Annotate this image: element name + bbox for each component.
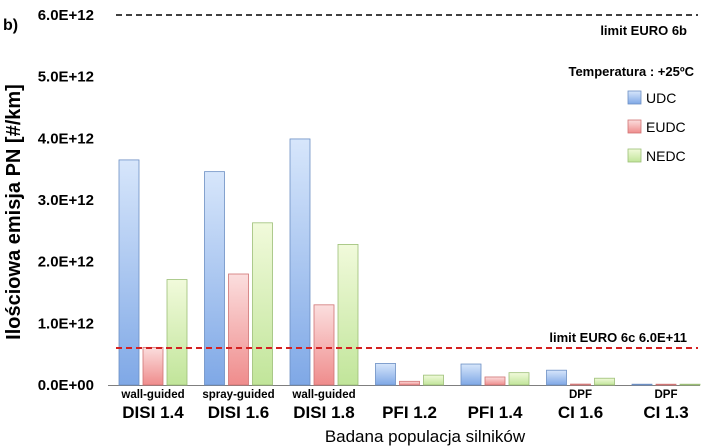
panel-label: b) xyxy=(3,17,18,34)
y-tick-label: 4.0E+12 xyxy=(38,130,94,147)
x-tick-label: PFI 1.2 xyxy=(382,403,437,422)
category-note: wall-guided xyxy=(120,389,184,401)
bar-eudc xyxy=(484,376,506,386)
bar-nedc xyxy=(166,279,188,386)
y-tick-label: 2.0E+12 xyxy=(38,254,94,271)
temperature-annotation: Temperatura : +25ºC xyxy=(568,64,694,79)
bar-nedc xyxy=(594,377,615,386)
x-tick-label: CI 1.3 xyxy=(643,403,688,422)
reference-lines xyxy=(116,14,698,349)
legend-swatch-udc xyxy=(627,90,642,105)
y-tick-label: 6.0E+12 xyxy=(38,7,94,24)
y-tick-label: 3.0E+12 xyxy=(38,192,94,209)
category-note: DPF xyxy=(655,389,678,401)
category-note: DPF xyxy=(569,389,592,401)
y-tick-label: 1.0E+12 xyxy=(38,315,94,332)
x-axis-title: Badana populacja silników xyxy=(325,427,526,446)
bar-nedc xyxy=(508,372,530,386)
y-axis-title: Ilościowa emisja PN [#/km] xyxy=(3,84,25,340)
bar-nedc xyxy=(337,243,359,386)
bar-eudc xyxy=(399,380,420,386)
bar-nedc xyxy=(679,383,701,386)
category-note: spray-guided xyxy=(202,389,274,401)
x-tick-label: DISI 1.8 xyxy=(293,403,354,422)
x-tick-label: PFI 1.4 xyxy=(468,403,523,422)
bar-nedc xyxy=(252,222,273,386)
bar-eudc xyxy=(228,273,249,386)
euro-6b-limit-label: limit EURO 6b xyxy=(600,23,687,38)
legend-swatch-nedc xyxy=(627,148,642,163)
bars xyxy=(118,138,701,386)
legend-label-eudc: EUDC xyxy=(646,119,686,135)
bar-udc xyxy=(460,363,482,386)
category-note: wall-guided xyxy=(291,389,355,401)
euro-6c-limit-label: limit EURO 6c 6.0E+11 xyxy=(549,330,687,345)
bar-eudc xyxy=(142,346,164,386)
labels: 0.0E+00 1.0E+12 2.0E+12 3.0E+12 4.0E+12 5.0E+… xyxy=(3,7,695,446)
y-tick-label: 5.0E+12 xyxy=(38,69,94,86)
bar-udc xyxy=(546,369,567,386)
bar-eudc xyxy=(655,383,677,386)
x-tick-label: DISI 1.6 xyxy=(208,403,269,422)
x-tick-label: CI 1.6 xyxy=(558,403,603,422)
x-tick-label: DISI 1.4 xyxy=(122,403,184,422)
legend-label-nedc: NEDC xyxy=(646,148,686,164)
legend-swatch-eudc xyxy=(627,119,642,134)
bar-eudc xyxy=(570,383,591,386)
bar-udc xyxy=(289,138,311,386)
bar-udc xyxy=(118,159,140,386)
legend-label-udc: UDC xyxy=(646,90,676,106)
bar-nedc xyxy=(423,374,444,386)
bar-udc xyxy=(375,363,396,386)
bar-udc xyxy=(204,171,225,386)
y-tick-label: 0.0E+00 xyxy=(38,377,94,394)
bar-eudc xyxy=(313,304,335,386)
bar-udc xyxy=(631,383,653,386)
